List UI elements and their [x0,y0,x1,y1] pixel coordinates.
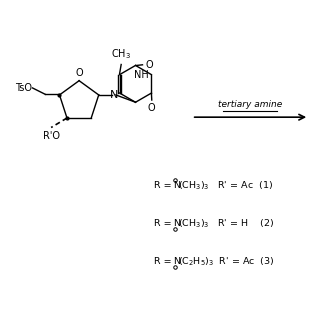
Text: O: O [145,60,153,70]
Text: O: O [75,68,83,78]
Text: tertiary amine: tertiary amine [218,100,283,109]
Text: R =: R = [154,257,174,266]
Text: R'O: R'O [43,131,60,141]
Text: CH$_3$: CH$_3$ [111,47,131,61]
Text: (CH$_3$)$_3$   R' = H    (2): (CH$_3$)$_3$ R' = H (2) [178,217,274,230]
Text: N: N [110,90,118,100]
Text: TsO: TsO [15,83,32,93]
Text: R =: R = [154,219,174,228]
Text: NH: NH [134,70,149,80]
Text: N: N [173,181,180,190]
Text: O: O [148,103,156,113]
Text: R =: R = [154,181,174,190]
Text: (C$_2$H$_5$)$_3$  R' = Ac  (3): (C$_2$H$_5$)$_3$ R' = Ac (3) [178,255,274,268]
Text: N: N [173,219,180,228]
Text: (CH$_3$)$_3$   R' = Ac  (1): (CH$_3$)$_3$ R' = Ac (1) [178,179,273,192]
Text: N: N [173,257,180,266]
